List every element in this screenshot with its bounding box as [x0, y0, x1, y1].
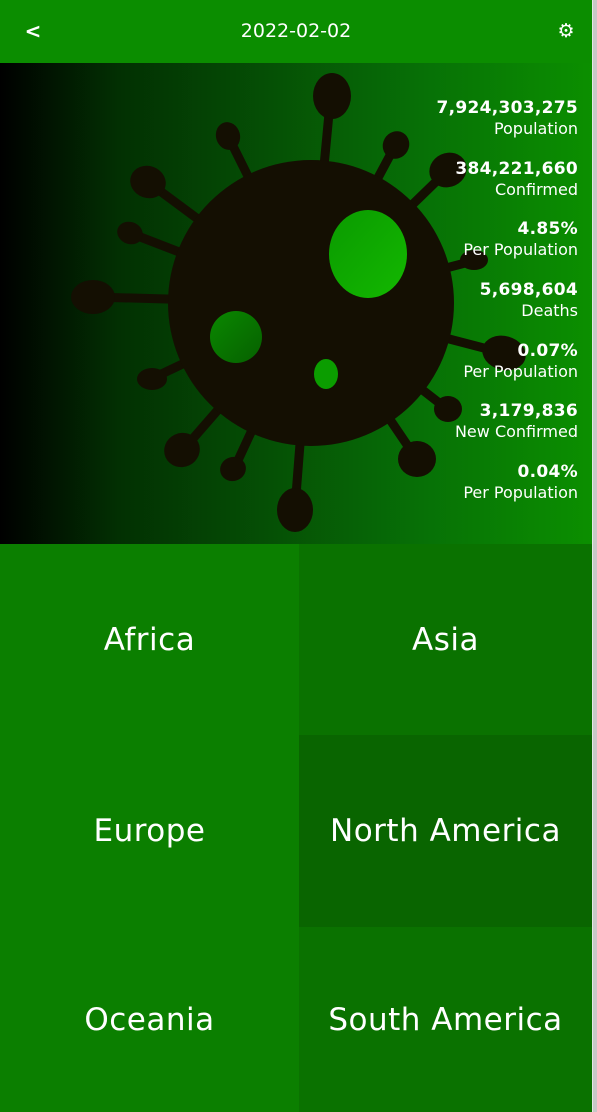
- stat-deaths: 5,698,604 Deaths: [338, 279, 578, 340]
- region-label: Asia: [412, 621, 479, 658]
- chevron-left-icon: <: [24, 19, 42, 43]
- stat-population: 7,924,303,275 Population: [338, 97, 578, 158]
- back-button[interactable]: <: [22, 18, 44, 44]
- gear-icon: ⚙: [557, 20, 575, 42]
- stat-value: 0.07%: [517, 340, 578, 361]
- region-label: Oceania: [84, 1001, 215, 1038]
- stat-new-confirmed-per-population: 0.04% Per Population: [338, 461, 578, 522]
- region-label: Africa: [103, 621, 196, 658]
- stat-value: 384,221,660: [455, 158, 578, 179]
- region-tile-oceania[interactable]: Oceania: [0, 927, 299, 1112]
- scrollbar-thumb[interactable]: [592, 0, 597, 1112]
- stat-label: Per Population: [463, 361, 578, 381]
- region-tile-north-america[interactable]: North America: [299, 735, 592, 927]
- virus-icon: [71, 73, 526, 532]
- stat-label: New Confirmed: [454, 422, 578, 442]
- stat-label: Confirmed: [494, 179, 578, 199]
- page-title: 2022-02-02: [240, 20, 352, 42]
- stat-label: Population: [493, 119, 578, 138]
- global-stats: 7,924,303,275 Population 384,221,660 Con…: [338, 97, 578, 522]
- settings-button[interactable]: ⚙: [552, 18, 580, 44]
- stat-value: 7,924,303,275: [436, 98, 578, 118]
- stat-confirmed: 384,221,660 Confirmed: [338, 158, 578, 219]
- region-label: South America: [328, 1001, 563, 1038]
- stat-value: 5,698,604: [479, 280, 578, 301]
- region-grid: Africa Asia Europe North America Oceania…: [0, 544, 592, 1112]
- stat-label: Per Population: [463, 240, 578, 260]
- region-label: North America: [330, 813, 561, 849]
- top-bar: < 2022-02-02 ⚙: [0, 0, 592, 63]
- region-tile-africa[interactable]: Africa: [0, 544, 299, 735]
- stat-value: 4.85%: [517, 219, 578, 240]
- stat-confirmed-per-population: 4.85% Per Population: [338, 218, 578, 279]
- stat-label: Per Population: [463, 483, 578, 503]
- stat-label: Deaths: [521, 301, 578, 321]
- region-tile-south-america[interactable]: South America: [299, 927, 592, 1112]
- region-tile-asia[interactable]: Asia: [299, 544, 592, 735]
- stat-value: 0.04%: [517, 462, 578, 483]
- region-tile-europe[interactable]: Europe: [0, 735, 299, 927]
- stat-new-confirmed: 3,179,836 New Confirmed: [338, 400, 578, 461]
- stat-deaths-per-population: 0.07% Per Population: [338, 340, 578, 401]
- global-summary-banner: 7,924,303,275 Population 384,221,660 Con…: [0, 63, 592, 544]
- region-label: Europe: [93, 813, 206, 849]
- stat-value: 3,179,836: [479, 401, 578, 422]
